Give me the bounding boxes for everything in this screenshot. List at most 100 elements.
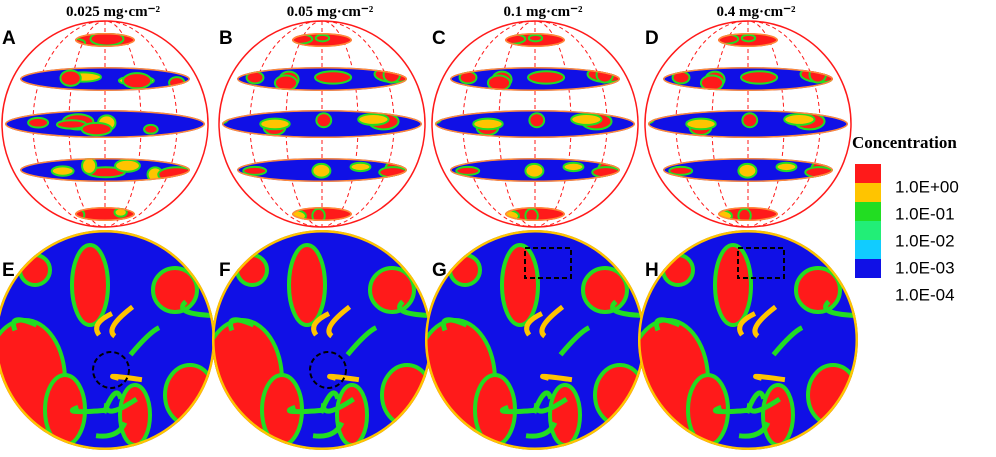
legend-swatch [855,221,881,240]
slice-blob [143,123,159,135]
slice [75,33,135,47]
legend-label: 1.0E-04 [895,285,955,304]
slice-blob [740,70,779,85]
slice-blob [718,33,740,45]
slice-blob [570,112,603,126]
slice [222,110,422,138]
slice-blob [737,207,752,221]
slice-blob [314,33,331,43]
legend-label: 1.0E-03 [895,258,955,277]
slice-blob [27,116,50,129]
slice-blob [562,161,585,173]
cross-section [0,230,215,450]
disc-stripe [321,396,355,414]
disc-blob [118,383,152,447]
disc-blob [287,243,327,327]
slice-blob [50,165,75,177]
slice [237,67,407,91]
disc-stripe [747,396,781,414]
cross-section [638,230,858,450]
column-title: 0.1 mg·cm⁻² [503,4,583,20]
disc-stripe [441,317,468,332]
disc-stripe [180,299,213,319]
slice-blob [292,33,314,45]
disc-blob [661,253,695,287]
disc-stripe [311,311,331,337]
slice-blob [242,165,268,176]
legend-swatch [855,183,881,202]
disc-stripe [104,396,138,414]
slice-blob [59,69,82,87]
slice-blob [315,112,333,129]
slice-blob [524,162,545,179]
slice-blob [357,112,390,126]
legend-title: Concentration [852,133,957,152]
disc-rim [638,230,858,450]
disc-blob [548,383,582,447]
panel-label: A [2,28,16,49]
column-title: 0.4 mg·cm⁻² [716,4,796,20]
highlight [309,351,347,389]
panel-label: D [645,28,659,49]
disc-blob [235,253,269,287]
disc-stripe [610,299,643,319]
cross-section [212,230,432,450]
legend-label: 1.0E+00 [895,177,959,196]
slice-blob [81,158,98,175]
panel-label: H [645,260,659,281]
legend-swatch [855,259,881,278]
panel-label: G [432,260,447,281]
slice-blob [121,72,153,90]
disc-stripe [737,311,757,337]
disc-stripe [326,304,352,339]
disc-stripe [771,325,804,357]
disc-stripe [128,325,161,357]
slice-blob [311,207,326,221]
disc-stripe [525,421,558,439]
cross-section [425,230,645,450]
slice [292,207,352,221]
disc-stripe [110,373,143,383]
disc-stripe [327,373,360,383]
legend-swatch [855,240,881,259]
highlight [524,247,572,279]
slice-blob [455,165,481,176]
slice-blob [311,162,332,179]
slice [663,158,833,182]
slice-blob [114,158,141,173]
slice [718,207,778,221]
disc-blob [368,266,416,314]
slice-blob [528,112,546,129]
disc-blob [713,243,753,327]
disc-blob [18,253,52,287]
slice [292,33,352,47]
disc-stripe [738,421,771,439]
sphere [1,20,209,228]
disc-stripe [287,404,323,415]
disc-stripe [312,421,345,439]
slice-blob [527,70,566,85]
slice [505,33,565,47]
disc-stripe [539,304,565,339]
disc-stripe [109,304,135,339]
slice [5,110,205,138]
panel-label: C [432,28,446,49]
disc-stripe [70,404,106,415]
slice-blob [775,161,798,173]
slice-blob [314,70,353,85]
panel-label: F [219,260,231,281]
slice [648,110,848,138]
slice-blob [505,33,527,45]
legend-swatch [855,202,881,221]
disc-stripe [228,317,255,332]
disc-stripe [345,325,378,357]
disc-stripe [713,404,749,415]
column-title: 0.025 mg·cm⁻² [66,4,161,20]
disc-stripe [540,373,573,383]
slice [20,158,190,182]
disc-stripe [558,325,591,357]
panel-label: E [2,260,15,281]
disc-stripe [752,304,778,339]
slice-blob [668,165,694,176]
